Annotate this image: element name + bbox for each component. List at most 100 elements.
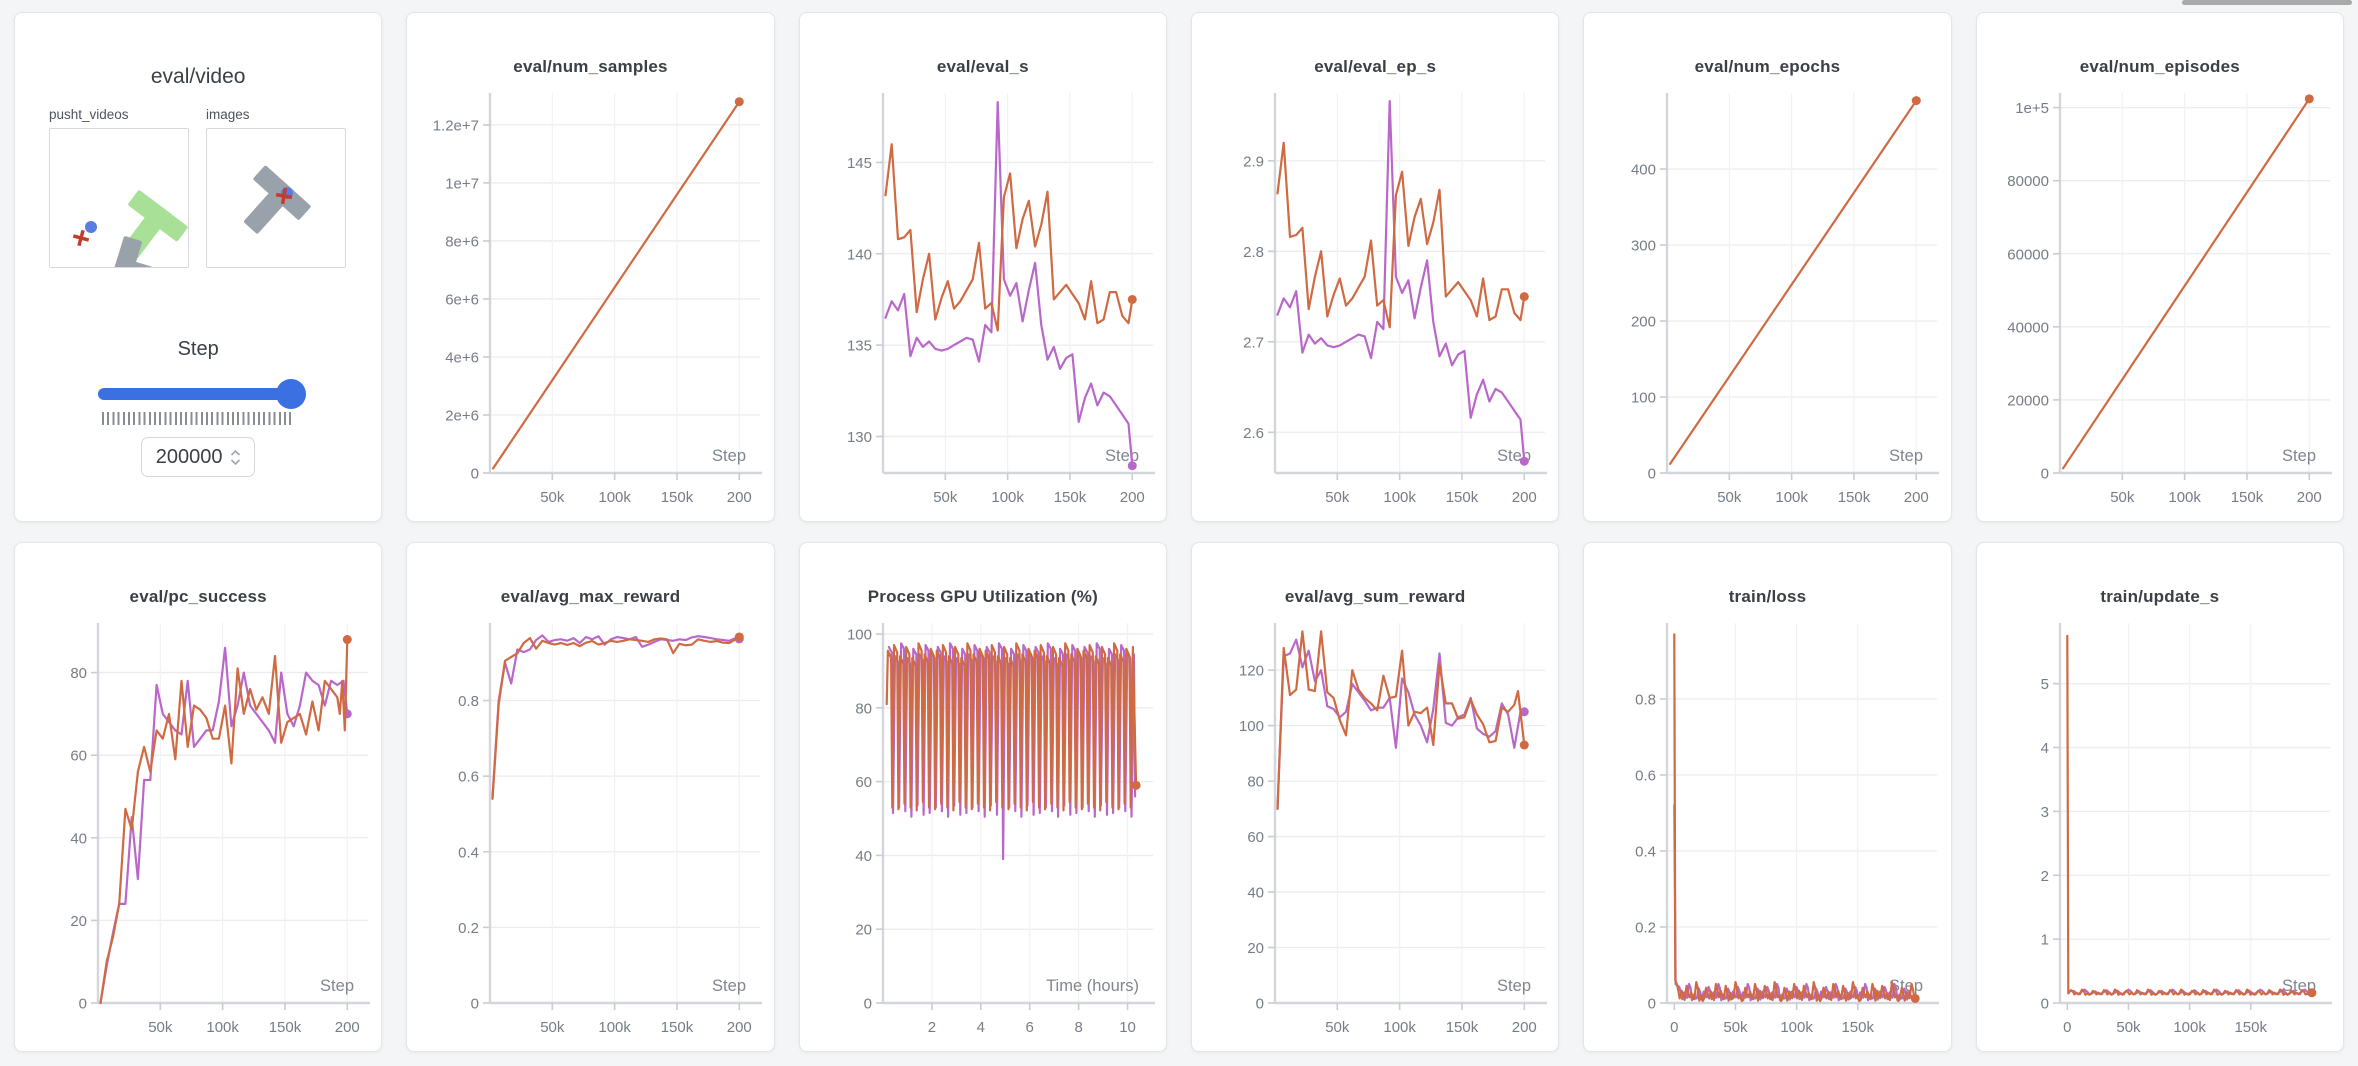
svg-text:50k: 50k	[541, 1019, 566, 1036]
chart-plot-train-loss[interactable]: 0 0.2 0.4 0.6 0.8 0 50k 100k 150k Step	[1591, 615, 1943, 1051]
svg-text:150k: 150k	[1842, 1019, 1875, 1036]
svg-text:50k: 50k	[2110, 489, 2135, 506]
chart-plot-eval-avg-sum-reward[interactable]: 0 20 40 60 80 100 120 50k 100k 150k 200 Step	[1199, 615, 1551, 1051]
goal-cross-icon	[275, 187, 293, 205]
svg-text:100: 100	[1239, 718, 1264, 735]
svg-text:50k: 50k	[1724, 1019, 1749, 1036]
svg-text:100: 100	[1631, 390, 1656, 407]
images-scene-image	[244, 165, 311, 234]
chart-title: eval/avg_max_reward	[500, 587, 681, 606]
svg-text:0.6: 0.6	[459, 769, 480, 786]
svg-text:40: 40	[855, 848, 872, 865]
chart-title: Process GPU Utilization (%)	[867, 587, 1098, 606]
svg-text:0: 0	[2040, 996, 2048, 1013]
chart-plot-eval-avg-max-reward[interactable]: 0 0.2 0.4 0.6 0.8 50k 100k 150k 200 Step	[414, 615, 766, 1051]
svg-text:Step: Step	[2282, 447, 2316, 465]
svg-text:200: 200	[1631, 314, 1656, 331]
scrollbar-thumb[interactable]	[2182, 0, 2352, 5]
media-panel-eval-video: eval/video pusht_videos	[14, 12, 383, 522]
step-slider[interactable]	[98, 379, 307, 409]
svg-text:4: 4	[976, 1019, 984, 1036]
svg-text:2.7: 2.7	[1243, 334, 1264, 351]
svg-text:60: 60	[70, 748, 87, 765]
step-slider-handle[interactable]	[276, 379, 307, 409]
step-slider-track[interactable]	[98, 388, 299, 400]
svg-text:1e+7: 1e+7	[446, 175, 480, 192]
stepper-down-icon[interactable]	[230, 458, 241, 466]
stepper-up-icon[interactable]	[230, 449, 241, 457]
svg-text:80000: 80000	[2007, 173, 2049, 190]
svg-text:100k: 100k	[1384, 489, 1417, 506]
svg-text:200: 200	[1512, 1019, 1537, 1036]
svg-text:100k: 100k	[991, 489, 1024, 506]
svg-text:5: 5	[2040, 676, 2048, 693]
pusht-videos-label: pusht_videos	[49, 107, 129, 122]
chart-plot-eval-num-epochs[interactable]: 0 100 200 300 400 50k 100k 150k 200 Step	[1591, 85, 1943, 521]
chart-panel-eval-num-episodes: eval/num_episodes 0 20000 40000 60000 80000 1…	[1975, 12, 2344, 522]
svg-text:200: 200	[1512, 489, 1537, 506]
chart-panel-train-update-s: train/update_s 0 1 2 3 4 5 0 50k 100k 150k Step	[1975, 542, 2344, 1052]
pusht-video-preview[interactable]	[49, 128, 189, 301]
svg-text:50k: 50k	[148, 1019, 173, 1036]
goal-cross-icon	[72, 229, 90, 247]
svg-text:200: 200	[1120, 489, 1145, 506]
svg-text:Time (hours): Time (hours)	[1046, 977, 1139, 995]
chart-panel-train-loss: train/loss 0 0.2 0.4 0.6 0.8 0 50k 100k 150k Step	[1583, 542, 1952, 1052]
svg-text:100k: 100k	[1776, 489, 1809, 506]
svg-text:150k: 150k	[2231, 489, 2264, 506]
svg-text:150k: 150k	[2234, 1019, 2267, 1036]
svg-text:80: 80	[1247, 774, 1264, 791]
svg-text:40000: 40000	[2007, 319, 2049, 336]
media-thumbnails: pusht_videos	[15, 107, 381, 301]
svg-text:0: 0	[863, 996, 871, 1013]
svg-text:0: 0	[1648, 996, 1656, 1013]
svg-text:100k: 100k	[2168, 489, 2201, 506]
images-preview[interactable]	[206, 128, 346, 268]
chart-title: train/update_s	[2100, 587, 2220, 606]
svg-text:50k: 50k	[1718, 489, 1743, 506]
chart-plot-process-gpu-utilization[interactable]: 0 20 40 60 80 100 2 4 6 8 10 Time (hours)	[807, 615, 1159, 1051]
chart-title: eval/num_samples	[513, 57, 668, 76]
svg-text:4e+6: 4e+6	[446, 349, 480, 366]
svg-text:Step: Step	[1890, 977, 1924, 995]
chart-plot-eval-pc-success[interactable]: 0 20 40 60 80 50k 100k 150k 200 Step	[22, 615, 374, 1051]
images-thumb: images	[206, 107, 346, 268]
svg-text:2: 2	[928, 1019, 936, 1036]
chart-title: eval/num_epochs	[1694, 57, 1841, 76]
step-value-input[interactable]: 200000	[141, 437, 256, 477]
chart-plot-eval-num-episodes[interactable]: 0 20000 40000 60000 80000 1e+5 50k 100k 150k 200 S…	[1984, 85, 2336, 521]
svg-text:140: 140	[847, 246, 872, 263]
svg-text:6: 6	[1025, 1019, 1033, 1036]
svg-text:0.6: 0.6	[1636, 768, 1657, 785]
chart-panel-eval-num-epochs: eval/num_epochs 0 100 200 300 400 50k 100k 150k…	[1583, 12, 1952, 522]
svg-text:2: 2	[2040, 868, 2048, 885]
chart-plot-eval-num-samples[interactable]: 0 2e+6 4e+6 6e+6 8e+6 1e+7 1.2e+7 50k 100k 150k 20…	[414, 85, 766, 521]
svg-text:50k: 50k	[1325, 489, 1350, 506]
step-slider-ruler	[102, 412, 295, 425]
svg-text:60: 60	[1247, 829, 1264, 846]
svg-text:3: 3	[2040, 804, 2048, 821]
svg-text:100k: 100k	[207, 1019, 240, 1036]
chart-title: eval/avg_sum_reward	[1284, 587, 1466, 606]
chart-title: eval/num_episodes	[2079, 57, 2240, 76]
svg-text:150k: 150k	[661, 489, 694, 506]
svg-text:Step: Step	[713, 977, 747, 995]
step-value[interactable]: 200000	[155, 445, 223, 468]
svg-text:0: 0	[1256, 996, 1264, 1013]
chart-title: eval/eval_ep_s	[1314, 57, 1437, 76]
svg-text:0.2: 0.2	[1636, 920, 1657, 937]
svg-text:100k: 100k	[2173, 1019, 2206, 1036]
svg-text:150k: 150k	[1446, 1019, 1479, 1036]
chart-panel-eval-num-samples: eval/num_samples 0 2e+6 4e+6 6e+6 8e+6 1e+7 1.…	[406, 12, 775, 522]
svg-text:200: 200	[335, 1019, 360, 1036]
svg-text:0: 0	[79, 996, 87, 1013]
svg-text:50k: 50k	[1325, 1019, 1350, 1036]
svg-text:80: 80	[70, 665, 87, 682]
svg-text:40: 40	[1247, 885, 1264, 902]
chart-panel-eval-avg-sum-reward: eval/avg_sum_reward 0 20 40 60 80 100 120 50k 10…	[1191, 542, 1560, 1052]
chart-panel-eval-eval-ep-s: eval/eval_ep_s 2.6 2.7 2.8 2.9 50k 100k 150k 20…	[1191, 12, 1560, 522]
media-panel-title: eval/video	[150, 65, 246, 88]
